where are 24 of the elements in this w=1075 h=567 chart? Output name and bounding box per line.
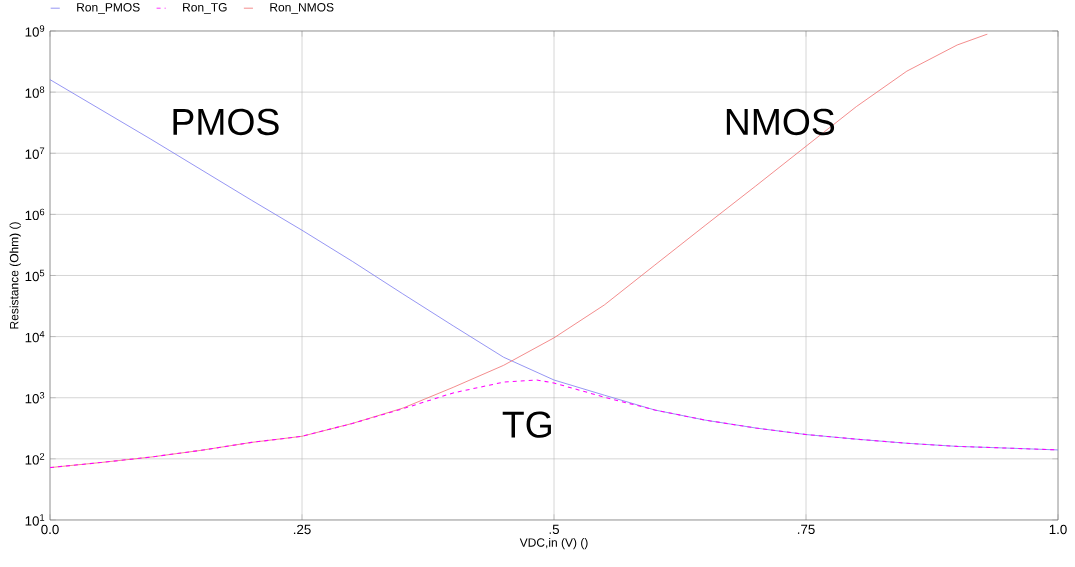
y-tick-label: 10$^{2}$ [25, 453, 45, 465]
x-tick-label: .75 [797, 524, 815, 534]
line-series [50, 79, 1058, 451]
x-tick-label: .5 [549, 524, 560, 534]
legend-label: Ron_NMOS [270, 3, 334, 14]
y-tick-label: 10$^{4}$ [25, 330, 45, 343]
annotation: NMOS [726, 108, 835, 136]
legend-label: Ron_TG [183, 3, 227, 14]
y-tick-label: 10$^{5}$ [25, 269, 45, 282]
x-tick-label: 0.0 [41, 524, 59, 535]
line-series [50, 379, 1058, 469]
line-series [50, 33, 988, 468]
y-axis-title: Resistance (Ohm) () [9, 222, 21, 329]
x-axis-title: VDC,in (V) () [519, 537, 588, 550]
y-tick-label: 10$^{8}$ [25, 86, 45, 98]
annotation: TG [502, 411, 551, 438]
y-tick-label: 10$^{3}$ [25, 392, 45, 404]
legend-label: Ron_PMOS [77, 3, 140, 14]
annotation: PMOS [173, 108, 279, 136]
y-tick-label: 10$^{6}$ [25, 208, 45, 221]
y-tick-label: 10$^{9}$ [25, 25, 45, 37]
y-tick-label: 10$^{7}$ [25, 147, 45, 159]
x-tick-label: 1.0 [1049, 524, 1067, 535]
x-tick-label: .25 [293, 524, 311, 535]
